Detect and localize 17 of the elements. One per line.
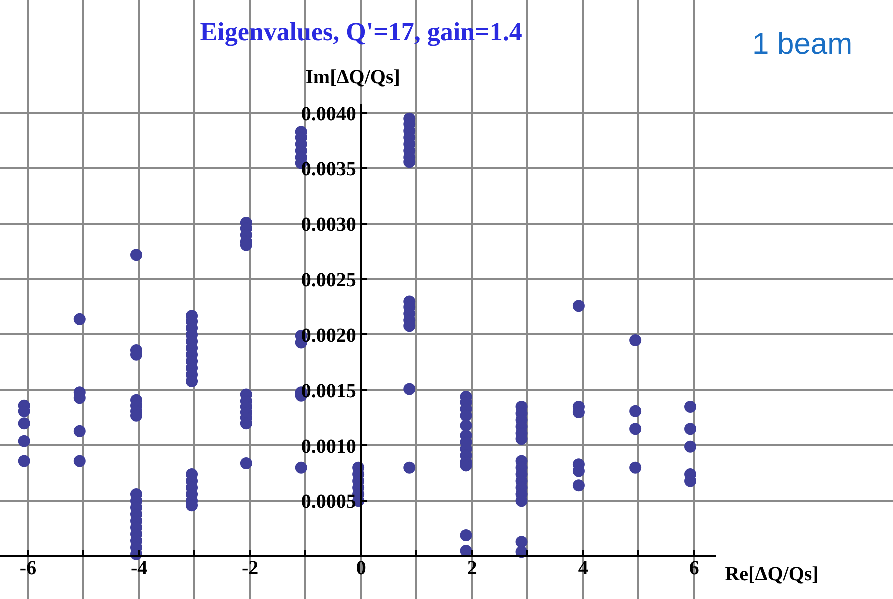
x-tick-label: 2	[467, 558, 478, 580]
y-tick-label: 0.0035	[301, 158, 356, 181]
x-tick-label: -2	[242, 558, 259, 580]
x-tick-label: -4	[130, 558, 148, 580]
text: 1 beam	[752, 28, 853, 61]
y-tick-label: 0.0030	[301, 214, 356, 236]
y-tick-label: 0.0005	[301, 491, 356, 514]
y-tick-label: 0.0040	[301, 103, 356, 126]
x-axis-title: Re[ΔQ/Qs]	[725, 564, 819, 586]
x-tick-label: 6	[689, 558, 700, 580]
x-tick-label: 4	[578, 558, 588, 580]
x-tick-label: 0	[356, 558, 366, 580]
y-tick-label: 0.0010	[301, 436, 356, 458]
y-axis-title: Im[ΔQ/Qs]	[306, 66, 400, 88]
x-tick-label: -6	[20, 558, 37, 580]
y-tick-label: 0.0025	[301, 270, 356, 292]
chart-title: Eigenvalues, Q'=17, gain=1.4	[200, 18, 522, 47]
